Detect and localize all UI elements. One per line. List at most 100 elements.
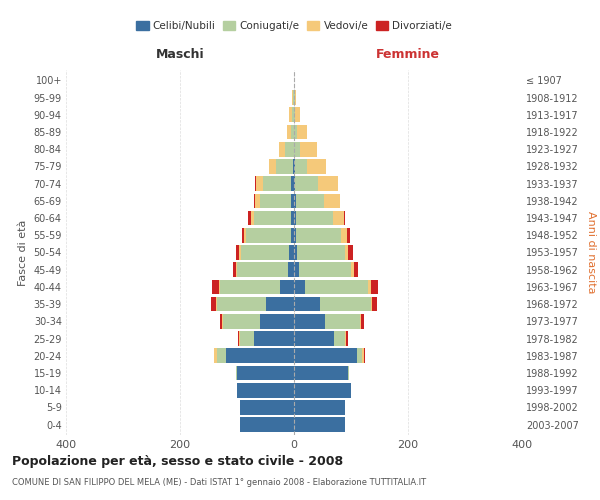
Bar [294,332,334,346]
Bar [212,280,219,294]
Bar [297,124,307,140]
Bar [294,159,295,174]
Bar [300,142,317,156]
Bar [324,194,340,208]
Bar [368,280,371,294]
Bar [356,348,362,363]
Legend: Celibi/Nubili, Coniugati/e, Vedovi/e, Divorziati/e: Celibi/Nubili, Coniugati/e, Vedovi/e, Di… [132,17,456,35]
Bar [346,245,348,260]
Bar [291,194,294,208]
Bar [299,262,351,277]
Bar [346,332,347,346]
Bar [294,210,296,226]
Bar [294,297,320,312]
Bar [293,159,294,174]
Bar [294,314,325,328]
Bar [263,176,291,191]
Bar [333,210,344,226]
Bar [334,332,346,346]
Bar [236,366,237,380]
Bar [295,90,296,105]
Bar [255,194,260,208]
Bar [237,262,289,277]
Bar [348,245,353,260]
Bar [233,262,236,277]
Bar [294,418,346,432]
Bar [294,262,299,277]
Bar [295,159,307,174]
Bar [240,400,294,415]
Bar [371,297,372,312]
Bar [296,228,341,242]
Bar [307,159,326,174]
Bar [244,228,245,242]
Bar [291,228,294,242]
Bar [296,194,324,208]
Bar [276,159,293,174]
Bar [289,262,294,277]
Bar [220,314,221,328]
Bar [325,314,359,328]
Text: Maschi: Maschi [155,48,205,62]
Bar [292,90,293,105]
Bar [289,108,292,122]
Bar [294,124,297,140]
Bar [289,245,294,260]
Bar [294,228,296,242]
Bar [239,332,240,346]
Bar [260,194,291,208]
Bar [216,297,217,312]
Bar [217,297,265,312]
Bar [240,418,294,432]
Bar [251,210,254,226]
Bar [320,297,371,312]
Bar [341,228,347,242]
Text: COMUNE DI SAN FILIPPO DEL MELA (ME) - Dati ISTAT 1° gennaio 2008 - Elaborazione : COMUNE DI SAN FILIPPO DEL MELA (ME) - Da… [12,478,426,487]
Bar [297,245,346,260]
Bar [361,314,364,328]
Bar [294,280,305,294]
Bar [364,348,365,363]
Bar [238,332,239,346]
Bar [291,210,294,226]
Bar [371,280,378,294]
Text: Popolazione per età, sesso e stato civile - 2008: Popolazione per età, sesso e stato civil… [12,455,343,468]
Bar [286,142,294,156]
Bar [254,176,256,191]
Bar [347,228,350,242]
Bar [354,262,358,277]
Bar [241,245,289,260]
Bar [226,348,294,363]
Bar [223,314,260,328]
Y-axis label: Fasce di età: Fasce di età [18,220,28,286]
Bar [287,124,291,140]
Bar [237,366,294,380]
Bar [236,245,239,260]
Bar [214,348,217,363]
Bar [254,332,294,346]
Y-axis label: Anni di nascita: Anni di nascita [586,211,596,294]
Bar [318,176,338,191]
Bar [295,108,300,122]
Bar [240,332,254,346]
Bar [291,124,294,140]
Bar [305,280,368,294]
Bar [239,245,241,260]
Bar [348,366,349,380]
Bar [294,245,297,260]
Bar [237,383,294,398]
Bar [248,210,251,226]
Bar [278,142,286,156]
Bar [221,314,223,328]
Bar [291,176,294,191]
Bar [256,176,263,191]
Bar [220,280,280,294]
Bar [295,176,318,191]
Bar [269,159,276,174]
Bar [236,262,237,277]
Bar [362,348,364,363]
Bar [294,348,356,363]
Bar [242,228,244,242]
Bar [372,297,377,312]
Bar [254,210,291,226]
